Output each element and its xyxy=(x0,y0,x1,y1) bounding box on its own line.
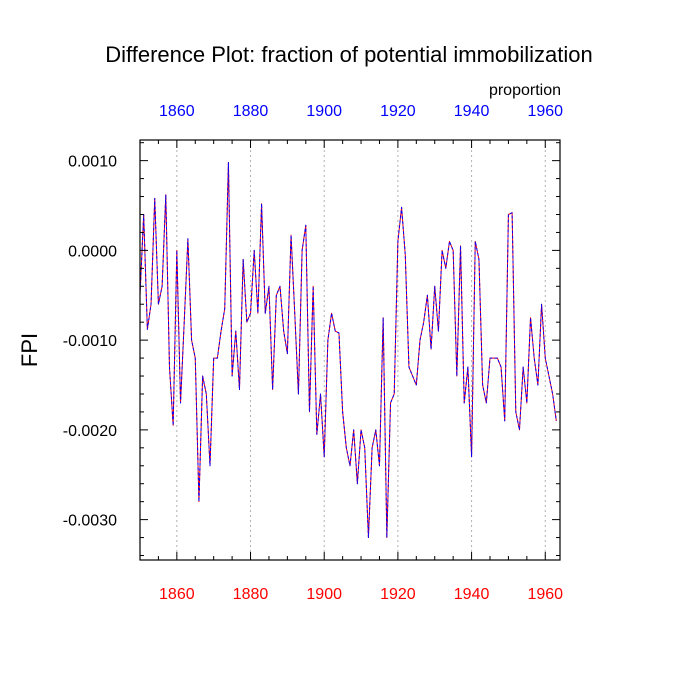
chart-title: Difference Plot: fraction of potential i… xyxy=(105,42,593,67)
grid xyxy=(176,140,546,560)
x-tick-label-top: 1900 xyxy=(306,103,342,120)
x-tick-label-top: 1880 xyxy=(233,103,269,120)
series-line-red xyxy=(139,161,557,539)
y-axis-label: FPI xyxy=(17,333,42,367)
x-tick-label-bottom: 1860 xyxy=(159,586,195,603)
y-tick-label: 0.0010 xyxy=(68,154,117,171)
plot-frame xyxy=(139,139,561,561)
x-tick-label-bottom: 1900 xyxy=(306,586,342,603)
y-tick-label: 0.0000 xyxy=(68,243,117,260)
y-tick-label: -0.0030 xyxy=(63,513,117,530)
x-tick-label-top: 1960 xyxy=(527,103,563,120)
y-tick-label: -0.0010 xyxy=(63,333,117,350)
axis-ticks: 1860 1860 1880 1880 1900 1900 1920 1920 1940 1940… xyxy=(63,103,563,603)
units-label: proportion xyxy=(489,82,561,99)
x-tick-label-top: 1860 xyxy=(159,103,195,120)
x-tick-label-bottom: 1880 xyxy=(233,586,269,603)
x-tick-label-bottom: 1920 xyxy=(380,586,416,603)
x-tick-label-bottom: 1940 xyxy=(454,586,490,603)
series-line-blue xyxy=(139,161,557,539)
series-layer xyxy=(139,161,557,539)
x-tick-label-top: 1920 xyxy=(380,103,416,120)
x-tick-label-bottom: 1960 xyxy=(527,586,563,603)
x-tick-label-top: 1940 xyxy=(454,103,490,120)
y-tick-label: -0.0020 xyxy=(63,423,117,440)
